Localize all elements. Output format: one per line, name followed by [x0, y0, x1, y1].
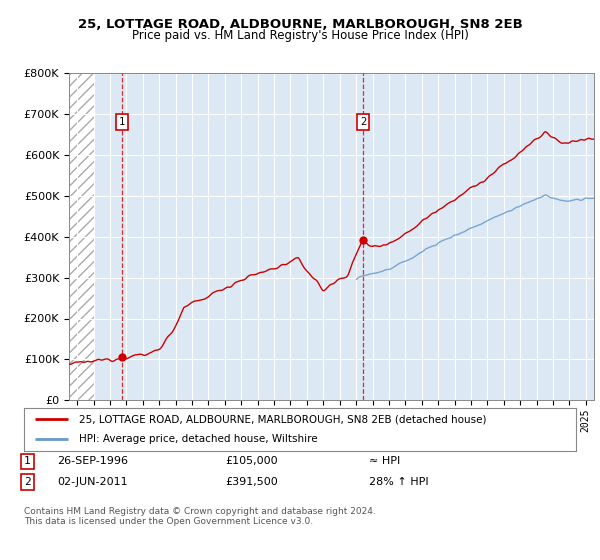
Text: 1: 1	[24, 456, 31, 466]
Text: ≈ HPI: ≈ HPI	[369, 456, 400, 466]
Text: 1: 1	[119, 117, 125, 127]
Text: 25, LOTTAGE ROAD, ALDBOURNE, MARLBOROUGH, SN8 2EB: 25, LOTTAGE ROAD, ALDBOURNE, MARLBOROUGH…	[77, 18, 523, 31]
Text: 25, LOTTAGE ROAD, ALDBOURNE, MARLBOROUGH, SN8 2EB (detached house): 25, LOTTAGE ROAD, ALDBOURNE, MARLBOROUGH…	[79, 414, 487, 424]
Bar	[69, 73, 94, 400]
Text: 02-JUN-2011: 02-JUN-2011	[57, 477, 128, 487]
Text: £391,500: £391,500	[225, 477, 278, 487]
Text: 28% ↑ HPI: 28% ↑ HPI	[369, 477, 428, 487]
Text: Price paid vs. HM Land Registry's House Price Index (HPI): Price paid vs. HM Land Registry's House …	[131, 29, 469, 42]
Text: 2: 2	[360, 117, 366, 127]
Text: 2: 2	[24, 477, 31, 487]
Text: HPI: Average price, detached house, Wiltshire: HPI: Average price, detached house, Wilt…	[79, 434, 318, 444]
Text: Contains HM Land Registry data © Crown copyright and database right 2024.
This d: Contains HM Land Registry data © Crown c…	[24, 507, 376, 526]
Text: £105,000: £105,000	[225, 456, 278, 466]
Text: 26-SEP-1996: 26-SEP-1996	[57, 456, 128, 466]
